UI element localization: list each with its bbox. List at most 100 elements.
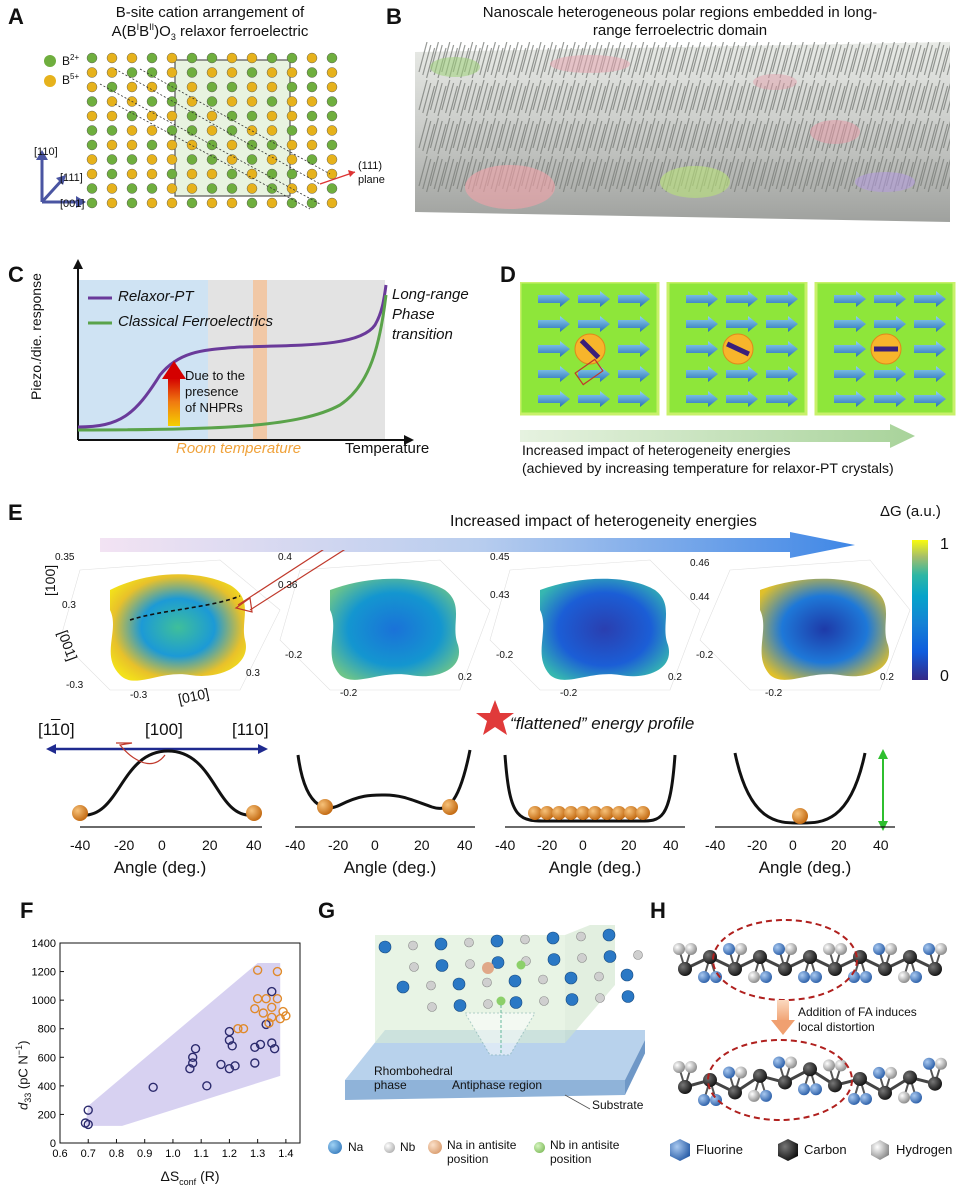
na-atom — [491, 956, 505, 969]
lattice-cation — [166, 139, 178, 151]
profile-tick-label: 40 — [663, 837, 679, 853]
plane-arrowhead — [348, 170, 355, 177]
panel-b-label: B — [386, 4, 402, 29]
lattice-cation — [146, 96, 158, 107]
s4-y-left: -0.2 — [765, 688, 783, 699]
lattice-cation — [146, 110, 158, 122]
s2-x-left: -0.2 — [285, 650, 303, 661]
s1-z-top: 0.35 — [55, 552, 75, 563]
lattice-cation — [206, 125, 218, 136]
lattice-cation — [186, 139, 198, 151]
lattice-cation — [206, 139, 218, 151]
substituent-atom — [810, 1083, 822, 1096]
substituent-atom — [898, 1091, 910, 1104]
dipole-arrow — [726, 316, 758, 332]
classical-curve — [77, 294, 388, 432]
dipole-arrow — [538, 366, 570, 382]
substituent-atom — [773, 943, 785, 955]
lattice-cation — [86, 197, 98, 209]
scatter-point — [83, 1105, 93, 1115]
x-tick-label: 1.1 — [194, 1148, 209, 1160]
carbon-atom — [828, 962, 842, 976]
lattice-cation — [326, 67, 338, 78]
dipole-arrow — [618, 341, 650, 357]
na-atom — [508, 974, 522, 988]
dipole-arrow — [834, 291, 866, 307]
d33-scatter-plot: 0 200 400 600 800 1000 1200 1400 0.6 0.7 0.8 0.9 1.0… — [32, 938, 301, 1160]
s1-y-left: -0.3 — [130, 690, 148, 701]
profile2-xlabel: Angle (deg.) — [343, 858, 437, 877]
lattice-cation — [266, 52, 278, 64]
lattice-cation — [146, 168, 158, 180]
lattice-cation — [106, 168, 118, 180]
dipole-arrow — [726, 391, 758, 407]
relaxor-curve — [77, 284, 388, 429]
lattice-cation — [306, 183, 318, 194]
carbon-atom — [703, 950, 717, 964]
y-tick-label: 600 — [38, 1052, 56, 1064]
lattice-cation — [106, 139, 118, 151]
s3-z-bot: 0.43 — [490, 590, 510, 601]
scatter-point — [188, 1058, 198, 1068]
lattice-cation — [286, 139, 298, 151]
dipole-arrow — [766, 316, 798, 332]
zoom-marker — [574, 358, 604, 386]
carbon-atom — [703, 1073, 717, 1088]
panel-a-label: A — [8, 4, 24, 29]
lattice-cation — [186, 52, 198, 64]
scatter-point — [216, 1059, 226, 1070]
substituent-atom — [860, 1092, 872, 1105]
cation-lattice — [36, 52, 356, 210]
scatter-point — [258, 1008, 268, 1018]
energy-surface-4 — [760, 578, 890, 680]
lattice-cation — [306, 154, 318, 165]
carbon-atom — [853, 1071, 867, 1086]
s4-x-left: -0.2 — [696, 650, 714, 661]
lattice-cation — [206, 110, 218, 122]
substituent-atom — [685, 1061, 697, 1073]
dipole-arrow — [686, 391, 718, 407]
scatter-point — [269, 1044, 280, 1054]
legend-hydrogen: Hydrogen — [896, 1142, 953, 1157]
dipole-arrow — [538, 316, 570, 332]
x-tick-label: 1.3 — [250, 1148, 265, 1160]
na-legend-icon — [328, 1140, 342, 1154]
dipole-arrow — [914, 366, 946, 382]
lattice-cation — [286, 96, 298, 107]
colorbar — [912, 540, 928, 680]
dipole-arrow — [914, 291, 946, 307]
lattice-cation — [286, 183, 298, 194]
due-text-2: presence — [185, 384, 239, 399]
lattice-cation — [126, 110, 138, 122]
carbon-atom — [803, 1062, 817, 1077]
rhombohedral-2: phase — [374, 1078, 407, 1092]
substituent-atom — [773, 1056, 785, 1069]
dipole-grid-group — [520, 282, 956, 416]
lattice-cation — [326, 154, 338, 165]
flattened-label: “flattened” energy profile — [510, 714, 695, 733]
lattice-cation — [166, 67, 178, 78]
na-atom — [602, 928, 616, 942]
dipole-arrow — [578, 391, 610, 407]
carbon-atom — [778, 1075, 792, 1090]
na-atom — [546, 931, 560, 945]
lattice-cation — [286, 67, 298, 78]
lattice-cation — [306, 125, 318, 136]
nb-atom — [576, 931, 586, 942]
plane-lines — [99, 68, 331, 210]
nb-atom — [482, 977, 492, 988]
long-range-note-3: transition — [392, 326, 453, 343]
lattice-cation — [206, 154, 218, 165]
lattice-cation — [146, 139, 158, 151]
y-tick-label: 0 — [50, 1138, 56, 1150]
dipole-arrow — [834, 316, 866, 332]
s2-x-right: 0.2 — [458, 672, 472, 683]
room-temperature-label: Room temperature — [176, 440, 302, 457]
dipole-grids — [520, 282, 956, 448]
nhpr-arrow — [168, 378, 180, 426]
substituent-atom — [785, 1056, 797, 1069]
plot-f-xlabel: ΔSconf (R) — [160, 1168, 220, 1187]
legend-b2: B2+ — [62, 53, 80, 68]
substituent-atom — [835, 1059, 847, 1072]
profile1-xlabel: Angle (deg.) — [113, 858, 207, 877]
